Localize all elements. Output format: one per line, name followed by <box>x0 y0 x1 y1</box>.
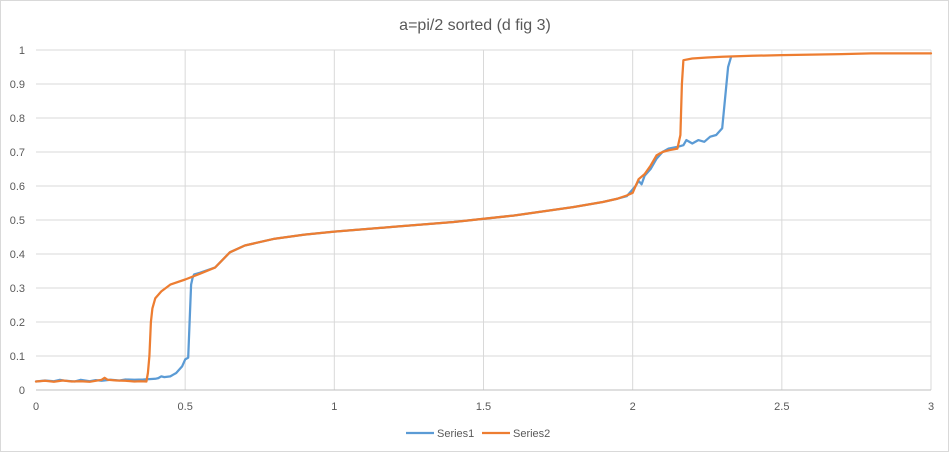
series-line-2 <box>34 52 933 383</box>
x-tick-label: 2.5 <box>774 401 789 413</box>
y-tick-label: 0.6 <box>10 181 25 193</box>
x-tick-label: 0.5 <box>178 401 193 413</box>
series-line-1 <box>34 55 733 383</box>
x-tick-label: 0 <box>33 401 39 413</box>
y-tick-label: 0.2 <box>10 317 25 329</box>
y-tick-label: 0.1 <box>10 351 25 363</box>
chart-title: a=pi/2 sorted (d fig 3) <box>399 17 551 34</box>
legend: Series1 Series2 <box>406 428 550 440</box>
x-tick-label: 1 <box>331 401 337 413</box>
legend-label-1: Series1 <box>437 428 474 440</box>
y-tick-label: 0.5 <box>10 215 25 227</box>
y-tick-label: 0.3 <box>10 283 25 295</box>
y-tick-label: 0.4 <box>10 249 25 261</box>
y-tick-label: 0 <box>19 385 25 397</box>
y-tick-label: 1 <box>19 45 25 57</box>
axes: 0 0.1 0.2 0.3 0.4 0.5 0.6 0.7 0.8 0.9 1 0 0.5 1 1.5 2 2.… <box>10 45 934 413</box>
y-tick-label: 0.8 <box>10 113 25 125</box>
legend-label-2: Series2 <box>513 428 550 440</box>
x-tick-label: 1.5 <box>476 401 491 413</box>
series-lines <box>34 52 933 383</box>
gridlines <box>36 49 932 390</box>
y-tick-label: 0.9 <box>10 79 25 91</box>
x-tick-label: 2 <box>630 401 636 413</box>
y-tick-label: 0.7 <box>10 147 25 159</box>
x-tick-label: 3 <box>928 401 934 413</box>
